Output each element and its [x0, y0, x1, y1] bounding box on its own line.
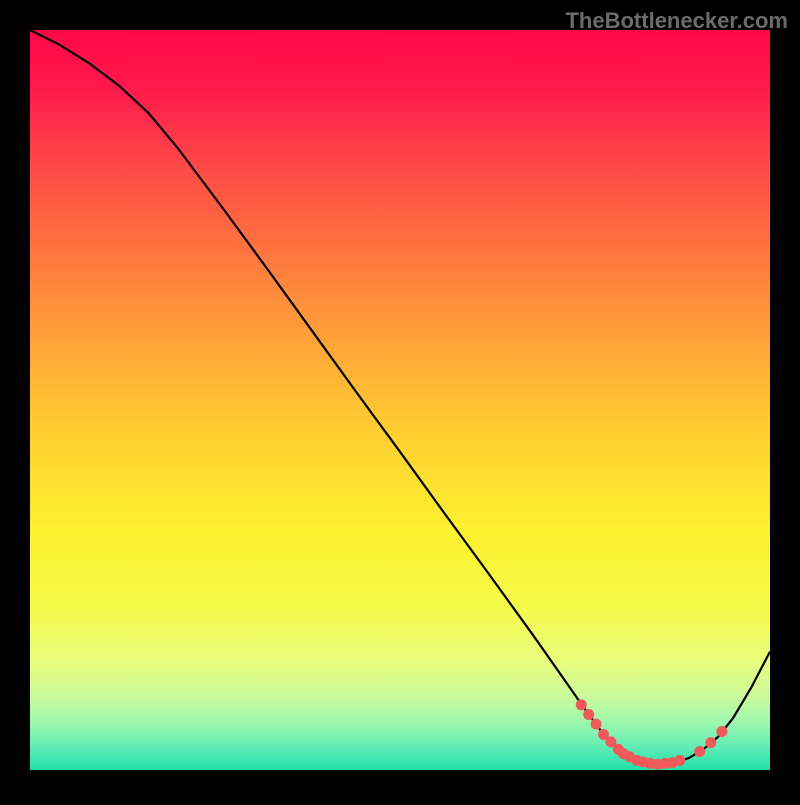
plot-background — [30, 30, 770, 770]
marker-dot — [694, 746, 705, 757]
chart-svg — [0, 0, 800, 800]
marker-dot — [716, 726, 727, 737]
watermark-text: TheBottlenecker.com — [565, 8, 788, 34]
marker-dot — [591, 719, 602, 730]
marker-dot — [576, 699, 587, 710]
marker-dot — [674, 755, 685, 766]
marker-dot — [705, 737, 716, 748]
marker-dot — [583, 709, 594, 720]
bottleneck-chart — [0, 0, 800, 800]
